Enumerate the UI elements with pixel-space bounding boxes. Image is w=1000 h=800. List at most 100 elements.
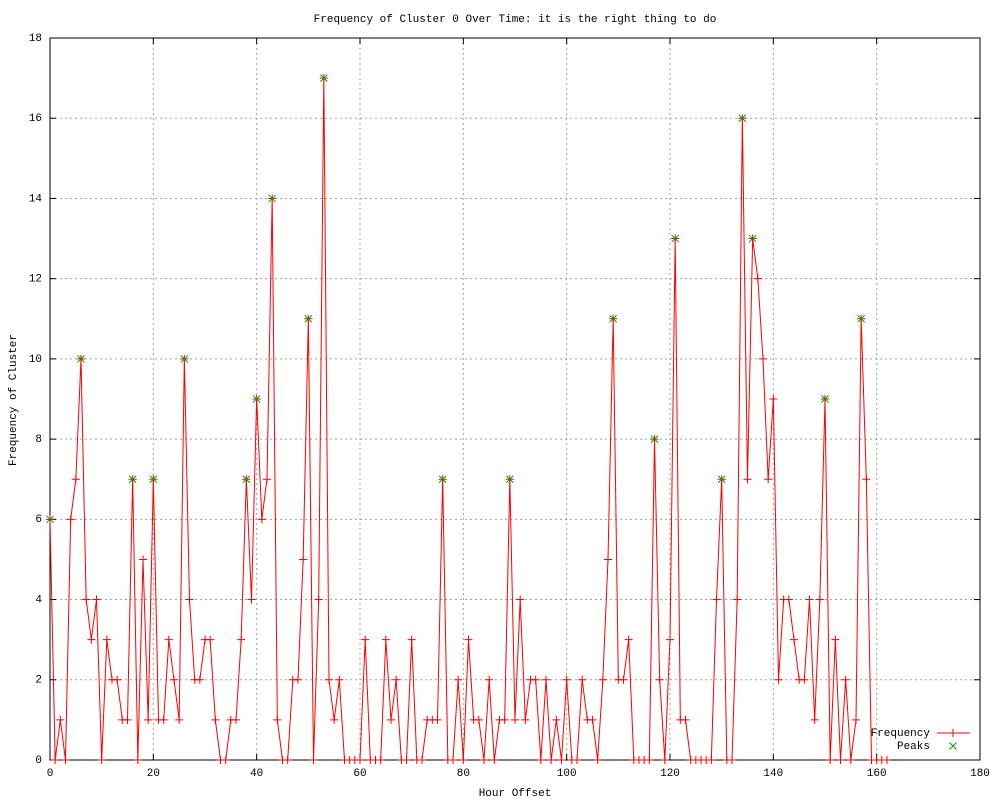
point-marker xyxy=(325,675,333,684)
series-line xyxy=(49,78,887,761)
point-marker xyxy=(82,595,91,604)
peak-marker xyxy=(738,114,747,123)
point-marker xyxy=(521,715,530,724)
point-marker xyxy=(769,395,778,403)
point-marker xyxy=(728,756,736,764)
legend-label: Peaks xyxy=(897,741,930,753)
peak-marker xyxy=(671,234,680,243)
point-marker xyxy=(810,715,819,724)
peak-marker xyxy=(149,475,158,484)
point-marker xyxy=(237,635,246,644)
point-marker xyxy=(500,715,509,724)
peak-marker xyxy=(304,314,313,323)
x-tick-label: 20 xyxy=(147,768,160,780)
x-tick-label: 100 xyxy=(557,768,577,780)
point-marker xyxy=(113,675,122,684)
peak-marker xyxy=(438,475,447,484)
point-marker xyxy=(733,595,742,604)
point-marker xyxy=(883,756,891,764)
point-marker xyxy=(376,756,385,764)
point-marker xyxy=(195,675,204,684)
legend-swatch xyxy=(949,729,957,737)
point-marker xyxy=(743,475,752,484)
point-marker xyxy=(418,756,426,764)
point-marker xyxy=(123,715,132,724)
peak-marker xyxy=(180,355,189,363)
point-marker xyxy=(314,595,323,604)
point-marker xyxy=(247,595,256,604)
point-marker xyxy=(164,635,173,644)
chart-title: Frequency of Cluster 0 Over Time: it is … xyxy=(314,14,717,26)
y-tick-label: 18 xyxy=(29,33,42,45)
peak-marker xyxy=(242,475,251,484)
point-marker xyxy=(485,675,494,684)
point-marker xyxy=(759,354,767,363)
point-marker xyxy=(221,756,230,764)
x-tick-label: 80 xyxy=(457,768,470,780)
peak-marker xyxy=(717,475,726,484)
point-marker xyxy=(454,675,463,684)
point-marker xyxy=(490,756,499,764)
point-marker xyxy=(480,756,488,764)
peak-marker xyxy=(46,515,54,524)
peak-marker xyxy=(128,475,137,484)
point-marker xyxy=(175,715,184,724)
point-marker xyxy=(784,595,793,604)
point-marker xyxy=(402,756,411,764)
point-marker xyxy=(56,715,65,724)
y-axis-label: Frequency of Cluster xyxy=(8,334,20,466)
point-marker xyxy=(433,715,442,724)
point-marker xyxy=(361,635,370,644)
point-marker xyxy=(335,675,344,684)
point-marker xyxy=(139,555,147,564)
point-marker xyxy=(71,475,80,484)
x-tick-label: 180 xyxy=(970,768,990,780)
point-marker xyxy=(381,635,390,644)
x-tick-label: 160 xyxy=(867,768,887,780)
point-marker xyxy=(815,595,824,604)
point-marker xyxy=(862,475,871,484)
x-tick-label: 140 xyxy=(763,768,783,780)
point-marker xyxy=(407,635,416,644)
point-marker xyxy=(542,675,550,684)
point-marker xyxy=(263,475,271,484)
point-marker xyxy=(578,675,587,684)
x-tick-label: 40 xyxy=(250,768,263,780)
point-marker xyxy=(516,595,525,604)
point-marker xyxy=(841,675,850,684)
point-marker xyxy=(185,595,194,604)
point-marker xyxy=(826,756,835,764)
legend-label: Frequency xyxy=(871,728,931,740)
y-tick-label: 6 xyxy=(35,514,42,526)
point-marker xyxy=(531,675,540,684)
point-marker xyxy=(464,635,473,644)
point-marker xyxy=(97,756,106,764)
x-tick-label: 60 xyxy=(353,768,366,780)
point-marker xyxy=(449,756,457,764)
point-marker xyxy=(536,756,545,764)
peak-marker xyxy=(821,395,829,403)
point-marker xyxy=(144,715,153,724)
point-marker xyxy=(459,756,468,764)
point-marker xyxy=(800,675,809,684)
point-marker xyxy=(547,756,556,764)
point-marker xyxy=(511,715,519,724)
point-marker xyxy=(624,635,633,644)
point-marker xyxy=(92,595,101,604)
x-tick-label: 0 xyxy=(47,768,54,780)
point-marker xyxy=(170,675,178,684)
point-marker xyxy=(474,715,483,724)
point-marker xyxy=(211,715,220,724)
point-marker xyxy=(660,756,669,764)
x-tick-label: 120 xyxy=(660,768,680,780)
point-marker xyxy=(604,555,612,564)
point-marker xyxy=(805,595,814,604)
peak-marker xyxy=(748,234,757,243)
point-marker xyxy=(707,756,716,764)
point-marker xyxy=(283,756,292,764)
peak-marker xyxy=(505,475,514,484)
peak-marker xyxy=(319,74,328,82)
peak-marker xyxy=(77,355,85,363)
point-marker xyxy=(836,756,845,764)
